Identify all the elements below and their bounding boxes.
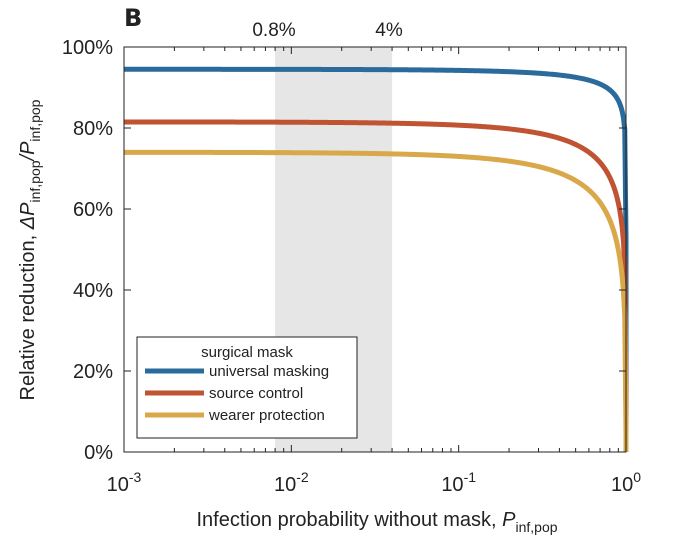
legend: surgical mask universal masking source co… xyxy=(136,336,358,439)
x-ticks: 10-3 10-2 10-1 100 xyxy=(107,47,641,496)
y-axis-label-slash: /P xyxy=(17,141,39,163)
legend-entry: wearer protection xyxy=(208,407,325,424)
panel-label: B xyxy=(124,4,142,32)
x-tick-label: 10-3 xyxy=(107,469,142,496)
x-axis-label-text: Infection probability without mask, xyxy=(196,509,502,531)
y-tick-label: 20% xyxy=(73,361,113,383)
legend-entry: universal masking xyxy=(209,363,329,380)
series-line-2 xyxy=(122,119,629,452)
y-tick-label: 40% xyxy=(73,280,113,302)
legend-title: surgical mask xyxy=(201,344,293,361)
y-axis-label-delta: ΔP xyxy=(17,202,39,230)
series-layer xyxy=(122,66,629,452)
series-line-1 xyxy=(122,66,629,452)
y-axis-label: Relative reduction, ΔPinf,pop/Pinf,pop xyxy=(17,99,43,400)
legend-entry: source control xyxy=(209,385,303,402)
y-axis-label-sub2: inf,pop xyxy=(27,99,43,141)
y-tick-label: 0% xyxy=(84,442,113,464)
legend-box xyxy=(136,336,358,439)
y-axis-label-text: Relative reduction, xyxy=(17,229,39,400)
y-tick-label: 60% xyxy=(73,199,113,221)
highlight-label-left: 0.8% xyxy=(252,20,295,41)
highlight-label-right: 4% xyxy=(375,20,403,41)
plot-frame xyxy=(123,46,627,453)
legend-items: universal masking source control wearer pr… xyxy=(145,363,329,424)
y-tick-label: 80% xyxy=(73,118,113,140)
x-axis-label: Infection probability without mask, Pinf… xyxy=(196,509,557,535)
x-tick-label: 10-2 xyxy=(274,469,309,496)
y-tick-label: 100% xyxy=(62,37,113,59)
y-axis-label-sub1: inf,pop xyxy=(27,160,43,202)
x-tick-label: 10-1 xyxy=(441,469,476,496)
x-axis-label-sub: inf,pop xyxy=(516,519,558,535)
y-ticks: 0% 20% 40% 60% 80% 100% xyxy=(62,37,626,464)
x-axis-label-var: P xyxy=(502,509,516,531)
x-tick-label: 100 xyxy=(611,469,641,496)
series-line-3 xyxy=(122,149,629,452)
